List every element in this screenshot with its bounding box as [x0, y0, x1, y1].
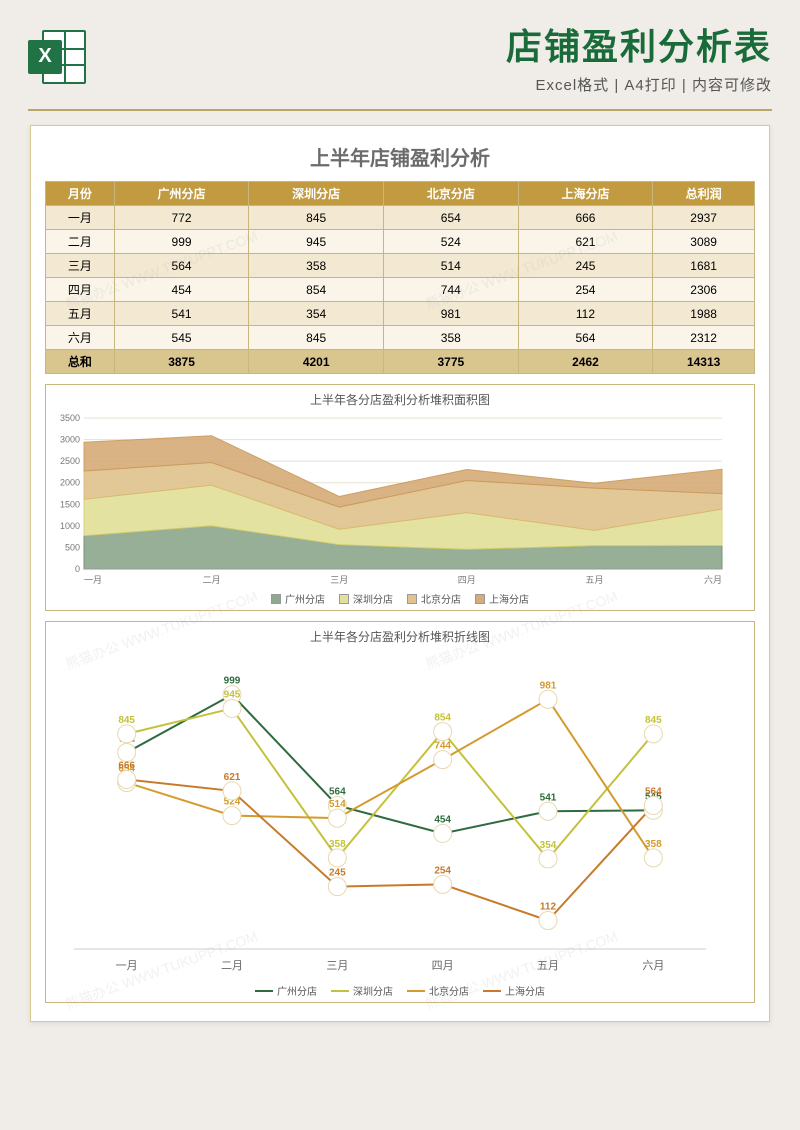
svg-text:3500: 3500 [60, 413, 80, 423]
table-row: 四月4548547442542306 [46, 278, 755, 302]
area-chart-box: 上半年各分店盈利分析堆积面积图 0 500 1000 1500 2000 2500 3000… [45, 384, 755, 611]
col-header: 北京分店 [384, 182, 519, 206]
svg-text:621: 621 [224, 772, 241, 783]
excel-icon: X [28, 28, 86, 86]
profit-table: 月份广州分店深圳分店北京分店上海分店总利润 一月7728456546662937… [45, 181, 755, 374]
svg-text:358: 358 [645, 839, 662, 850]
area-chart: 0 500 1000 1500 2000 2500 3000 3500 一月 二月 三月 四月 五月 六月 [50, 412, 730, 587]
table-row: 五月5413549811121988 [46, 302, 755, 326]
sheet-title: 上半年店铺盈利分析 [45, 142, 755, 171]
svg-text:三月: 三月 [330, 575, 348, 585]
table-row: 一月7728456546662937 [46, 206, 755, 230]
area-chart-title: 上半年各分店盈利分析堆积面积图 [50, 391, 750, 408]
svg-text:854: 854 [434, 713, 451, 724]
svg-text:二月: 二月 [221, 960, 243, 972]
svg-text:564: 564 [645, 786, 662, 797]
svg-text:945: 945 [224, 689, 241, 700]
table-row: 二月9999455246213089 [46, 230, 755, 254]
svg-text:四月: 四月 [458, 575, 476, 585]
col-header: 广州分店 [114, 182, 249, 206]
col-header: 深圳分店 [249, 182, 384, 206]
svg-text:845: 845 [645, 715, 662, 726]
legend-item: 上海分店 [483, 983, 545, 998]
header-divider [28, 109, 772, 111]
svg-text:500: 500 [65, 542, 80, 552]
svg-text:845: 845 [118, 715, 135, 726]
col-header: 月份 [46, 182, 115, 206]
line-chart: 7729995644545415458459453588543548456545… [50, 649, 730, 979]
line-legend: 广州分店深圳分店北京分店上海分店 [50, 983, 750, 998]
svg-text:2000: 2000 [60, 478, 80, 488]
svg-text:一月: 一月 [116, 960, 138, 972]
svg-text:1500: 1500 [60, 499, 80, 509]
table-row: 三月5643585142451681 [46, 254, 755, 278]
svg-text:2500: 2500 [60, 456, 80, 466]
legend-item: 北京分店 [407, 983, 469, 998]
svg-text:564: 564 [329, 786, 346, 797]
table-total-row: 总和387542013775246214313 [46, 350, 755, 374]
svg-text:3000: 3000 [60, 435, 80, 445]
svg-text:744: 744 [434, 741, 451, 752]
svg-text:五月: 五月 [537, 960, 559, 972]
svg-text:二月: 二月 [203, 575, 221, 585]
svg-text:0: 0 [75, 564, 80, 574]
main-title: 店铺盈利分析表 [102, 18, 772, 70]
legend-item: 广州分店 [271, 591, 325, 606]
svg-text:514: 514 [329, 799, 346, 810]
sub-title: Excel格式 | A4打印 | 内容可修改 [102, 74, 772, 95]
svg-text:六月: 六月 [642, 959, 664, 972]
svg-text:541: 541 [540, 792, 557, 803]
col-header: 上海分店 [518, 182, 653, 206]
svg-text:354: 354 [540, 840, 557, 851]
svg-text:六月: 六月 [704, 574, 722, 585]
excel-badge: X [28, 40, 62, 74]
area-legend: 广州分店深圳分店北京分店上海分店 [50, 591, 750, 606]
table-row: 六月5458453585642312 [46, 326, 755, 350]
svg-text:1000: 1000 [60, 521, 80, 531]
legend-item: 深圳分店 [331, 983, 393, 998]
page-header: X 店铺盈利分析表 Excel格式 | A4打印 | 内容可修改 [0, 0, 800, 103]
line-chart-box: 上半年各分店盈利分析堆积折线图 772999564454541545845945… [45, 621, 755, 1003]
svg-text:三月: 三月 [326, 960, 348, 972]
col-header: 总利润 [653, 182, 755, 206]
svg-text:358: 358 [329, 839, 346, 850]
svg-text:666: 666 [118, 760, 135, 771]
legend-item: 北京分店 [407, 591, 461, 606]
svg-text:一月: 一月 [84, 575, 102, 585]
svg-text:454: 454 [434, 814, 451, 825]
svg-text:四月: 四月 [432, 960, 454, 972]
legend-item: 深圳分店 [339, 591, 393, 606]
sheet-page: 上半年店铺盈利分析 月份广州分店深圳分店北京分店上海分店总利润 一月772845… [30, 125, 770, 1022]
line-chart-title: 上半年各分店盈利分析堆积折线图 [50, 628, 750, 645]
legend-item: 上海分店 [475, 591, 529, 606]
svg-text:999: 999 [224, 676, 241, 687]
svg-text:254: 254 [434, 865, 451, 876]
svg-text:981: 981 [540, 680, 557, 691]
legend-item: 广州分店 [255, 983, 317, 998]
svg-text:112: 112 [540, 901, 557, 912]
svg-text:245: 245 [329, 868, 346, 879]
svg-text:五月: 五月 [585, 575, 603, 585]
